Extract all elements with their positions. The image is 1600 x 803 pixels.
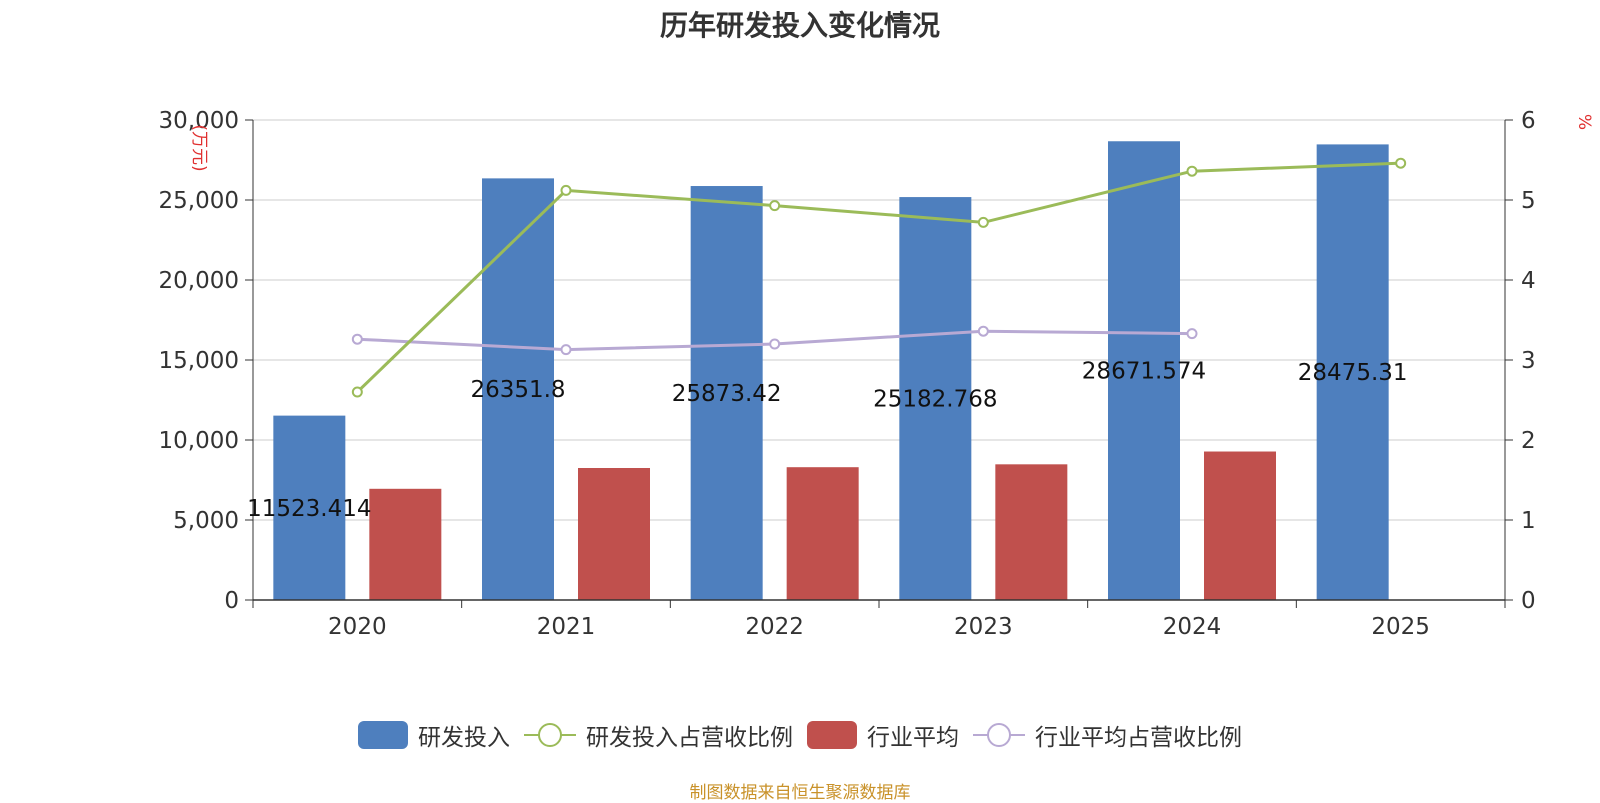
data-source-note: 制图数据来自恒生聚源数据库: [689, 783, 911, 803]
rd-bar: [1316, 144, 1389, 601]
industry-bar: [995, 464, 1068, 600]
rd-bar-value-label: 28671.574: [1082, 359, 1206, 385]
rd-bar-value-label: 26351.8: [470, 377, 565, 403]
industry-bar: [578, 468, 650, 600]
rd-ratio-point: [351, 386, 363, 398]
industry-ratio-point: [351, 333, 363, 345]
y-right-tick-label: 6: [1521, 108, 1536, 134]
industry-ratio-point: [977, 325, 989, 337]
y-right-axis-unit: %: [1574, 114, 1594, 130]
x-tick-label: 2020: [328, 614, 387, 640]
legend-item-industry-ratio[interactable]: 行业平均占营收比例: [973, 718, 1242, 752]
y-left-tick-label: 10,000: [159, 428, 239, 454]
y-right-tick-label: 2: [1521, 428, 1536, 454]
grid-lines: [253, 119, 1505, 521]
legend-item-rd[interactable]: 研发投入: [358, 718, 510, 752]
industry-bar: [1204, 451, 1276, 600]
y-left-tick-label: 0: [224, 588, 239, 614]
legend-swatch-industry-ratio: [973, 721, 1025, 749]
chart-title: 历年研发投入变化情况: [659, 9, 940, 42]
y-right-tick-label: 0: [1521, 588, 1536, 614]
rd-bar: [690, 186, 763, 601]
rd-ratio-point: [1395, 157, 1407, 169]
legend-label-rd-ratio: 研发投入占营收比例: [586, 725, 793, 751]
rd-bar-value-label: 11523.414: [247, 496, 371, 522]
legend-label-industry-ratio: 行业平均占营收比例: [1035, 725, 1242, 751]
legend-swatch-rd-ratio: [524, 721, 576, 749]
rd-bar: [899, 197, 972, 600]
x-tick-label: 2021: [537, 614, 596, 640]
legend-swatch-industry: [807, 721, 857, 749]
rd-ratio-point: [1186, 165, 1198, 177]
y-right-tick-label: 5: [1521, 188, 1536, 214]
y-left-tick-label: 5,000: [173, 508, 239, 534]
bars: [273, 141, 1389, 601]
industry-bar: [786, 467, 859, 600]
legend-item-rd-ratio[interactable]: 研发投入占营收比例: [524, 718, 793, 752]
legend-label-rd: 研发投入: [418, 725, 510, 751]
rd-ratio-point: [769, 200, 781, 212]
legend-swatch-rd: [358, 721, 408, 749]
rd-ratio-point: [560, 184, 572, 196]
rd-bar: [1108, 141, 1180, 600]
y-left-tick-label: 25,000: [159, 188, 239, 214]
legend: 研发投入 研发投入占营收比例 行业平均 行业平均占营收比例: [0, 718, 1600, 752]
y-left-tick-label: 30,000: [159, 108, 239, 134]
industry-ratio-point: [560, 344, 572, 356]
y-right-tick-label: 4: [1521, 268, 1536, 294]
rd-ratio-point: [977, 216, 989, 228]
x-tick-label: 2023: [954, 614, 1013, 640]
industry-ratio-point: [1186, 328, 1198, 340]
rd-bar: [273, 415, 346, 600]
industry-ratio-point: [769, 338, 781, 350]
rd-bar-value-label: 25182.768: [873, 387, 997, 413]
axes: 0 0 5,000 1 10,000 2 15,000 3 20,000 4 25,000 5 30,0…: [159, 108, 1594, 640]
x-tick-label: 2024: [1163, 614, 1222, 640]
y-right-tick-label: 3: [1521, 348, 1536, 374]
y-left-tick-label: 20,000: [159, 268, 239, 294]
y-right-tick-label: 1: [1521, 508, 1536, 534]
ratio-lines: [351, 157, 1407, 398]
rd-bar-value-label: 25873.42: [672, 381, 782, 407]
legend-label-industry: 行业平均: [867, 725, 959, 751]
y-left-tick-label: 15,000: [159, 348, 239, 374]
x-tick-label: 2025: [1371, 614, 1430, 640]
rd-bar-value-label: 28475.31: [1298, 360, 1408, 386]
industry-bar: [369, 488, 442, 600]
legend-item-industry[interactable]: 行业平均: [807, 718, 959, 752]
rd-ratio-line: [356, 161, 1401, 394]
x-tick-label: 2022: [745, 614, 804, 640]
data-labels: 11523.414 26351.8 25873.42 25182.768 28671.5…: [247, 359, 1407, 522]
y-left-axis-unit: (万元): [189, 124, 209, 171]
rd-bar: [482, 178, 554, 600]
